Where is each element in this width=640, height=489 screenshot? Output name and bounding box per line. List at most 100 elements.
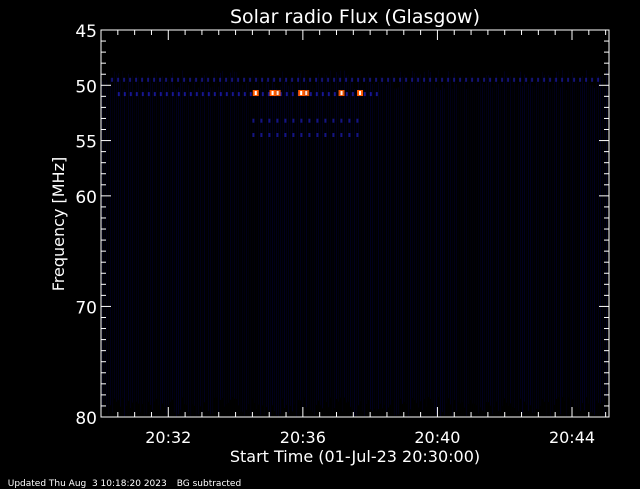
noise-streak [422,83,423,411]
band-segment [177,77,180,82]
band-segment [147,77,150,82]
noise-streak [392,72,393,400]
y-axis-ticks: 45 50 55 60 70 80 [75,22,609,429]
noise-streak [302,80,303,408]
band-segment [495,77,498,82]
noise-streak [176,89,177,417]
band-segment [201,92,204,97]
band-segment [189,92,192,97]
band-segment [417,77,420,82]
band-segment [261,77,264,82]
noise-streak [464,80,465,408]
noise-streak [518,84,519,412]
noise-streak [290,78,291,406]
band-segment [447,77,450,82]
band-segment [316,133,319,137]
noise-streak [286,77,287,405]
band-segment [423,77,426,82]
noise-streak [148,74,149,402]
band-segment [141,92,144,97]
band-segment [123,77,126,82]
band-segment [327,77,330,82]
noise-streak [544,74,545,402]
noise-streak [426,79,427,407]
noise-streak [304,70,305,398]
noise-streak [144,88,145,416]
band-segment [284,118,287,123]
noise-streak [130,81,131,409]
noise-streak [328,80,329,408]
band-segment [207,92,210,97]
noise-streak [156,71,157,399]
noise-streak [178,87,179,415]
band-segment [219,77,222,82]
noise-streak [480,80,481,408]
noise-streak [154,74,155,402]
band-segment [267,92,270,97]
noise-streak [314,88,315,416]
band-segment [300,133,303,137]
y-tick-label: 50 [75,77,97,97]
noise-streak [134,89,135,417]
noise-streak [578,81,579,409]
band-segment [165,92,168,97]
band-segment [579,77,582,82]
band-segment [333,92,336,97]
band-segment [549,77,552,82]
band-segment [363,92,366,97]
band-segment [429,77,432,82]
noise-streak [236,72,237,400]
noise-streak [198,87,199,415]
noise-streak [324,73,325,401]
noise-streak [132,75,133,403]
noise-streak [554,77,555,405]
band-segment [356,133,359,137]
band-segment [117,92,120,97]
band-segment [291,92,294,97]
noise-streak [250,87,251,415]
band-segment [159,92,162,97]
updated-timestamp: Updated Thu Aug 3 10:18:20 2023 [7,479,167,489]
noise-streak [596,73,597,401]
y-axis-label: Frequency [MHz] [49,157,68,291]
noise-streak [590,85,591,413]
noise-streak [276,88,277,416]
band-segment [525,77,528,82]
noise-streak [272,78,273,406]
noise-streak [114,71,115,399]
noise-streak [232,70,233,398]
noise-streak [474,76,475,404]
noise-streak [566,89,567,417]
band-segment [123,92,126,97]
band-segment [561,77,564,82]
noise-streak [410,82,411,410]
noise-streak [264,87,265,415]
noise-streak [528,83,529,411]
y-tick-label: 60 [75,188,97,208]
noise-streak [462,75,463,403]
band-segment [321,92,324,97]
noise-streak [514,80,515,408]
x-tick-label: 20:32 [145,428,191,447]
noise-streak [594,87,595,415]
noise-streak [352,82,353,410]
band-segment [348,118,351,123]
noise-streak [602,74,603,402]
noise-streak [204,75,205,403]
noise-streak [102,81,103,409]
band-segment [308,133,311,137]
noise-streak [268,83,269,411]
noise-streak [420,74,421,402]
noise-streak [274,84,275,412]
noise-streak [534,85,535,413]
noise-streak [368,73,369,401]
noise-streak [466,88,467,416]
noise-streak [580,83,581,411]
band-segment [477,77,480,82]
band-segment [267,77,270,82]
band-segment [117,77,120,82]
spectrogram-heatmap [102,70,607,417]
noise-streak [446,76,447,404]
band-segment [249,77,252,82]
band-segment [201,77,204,82]
